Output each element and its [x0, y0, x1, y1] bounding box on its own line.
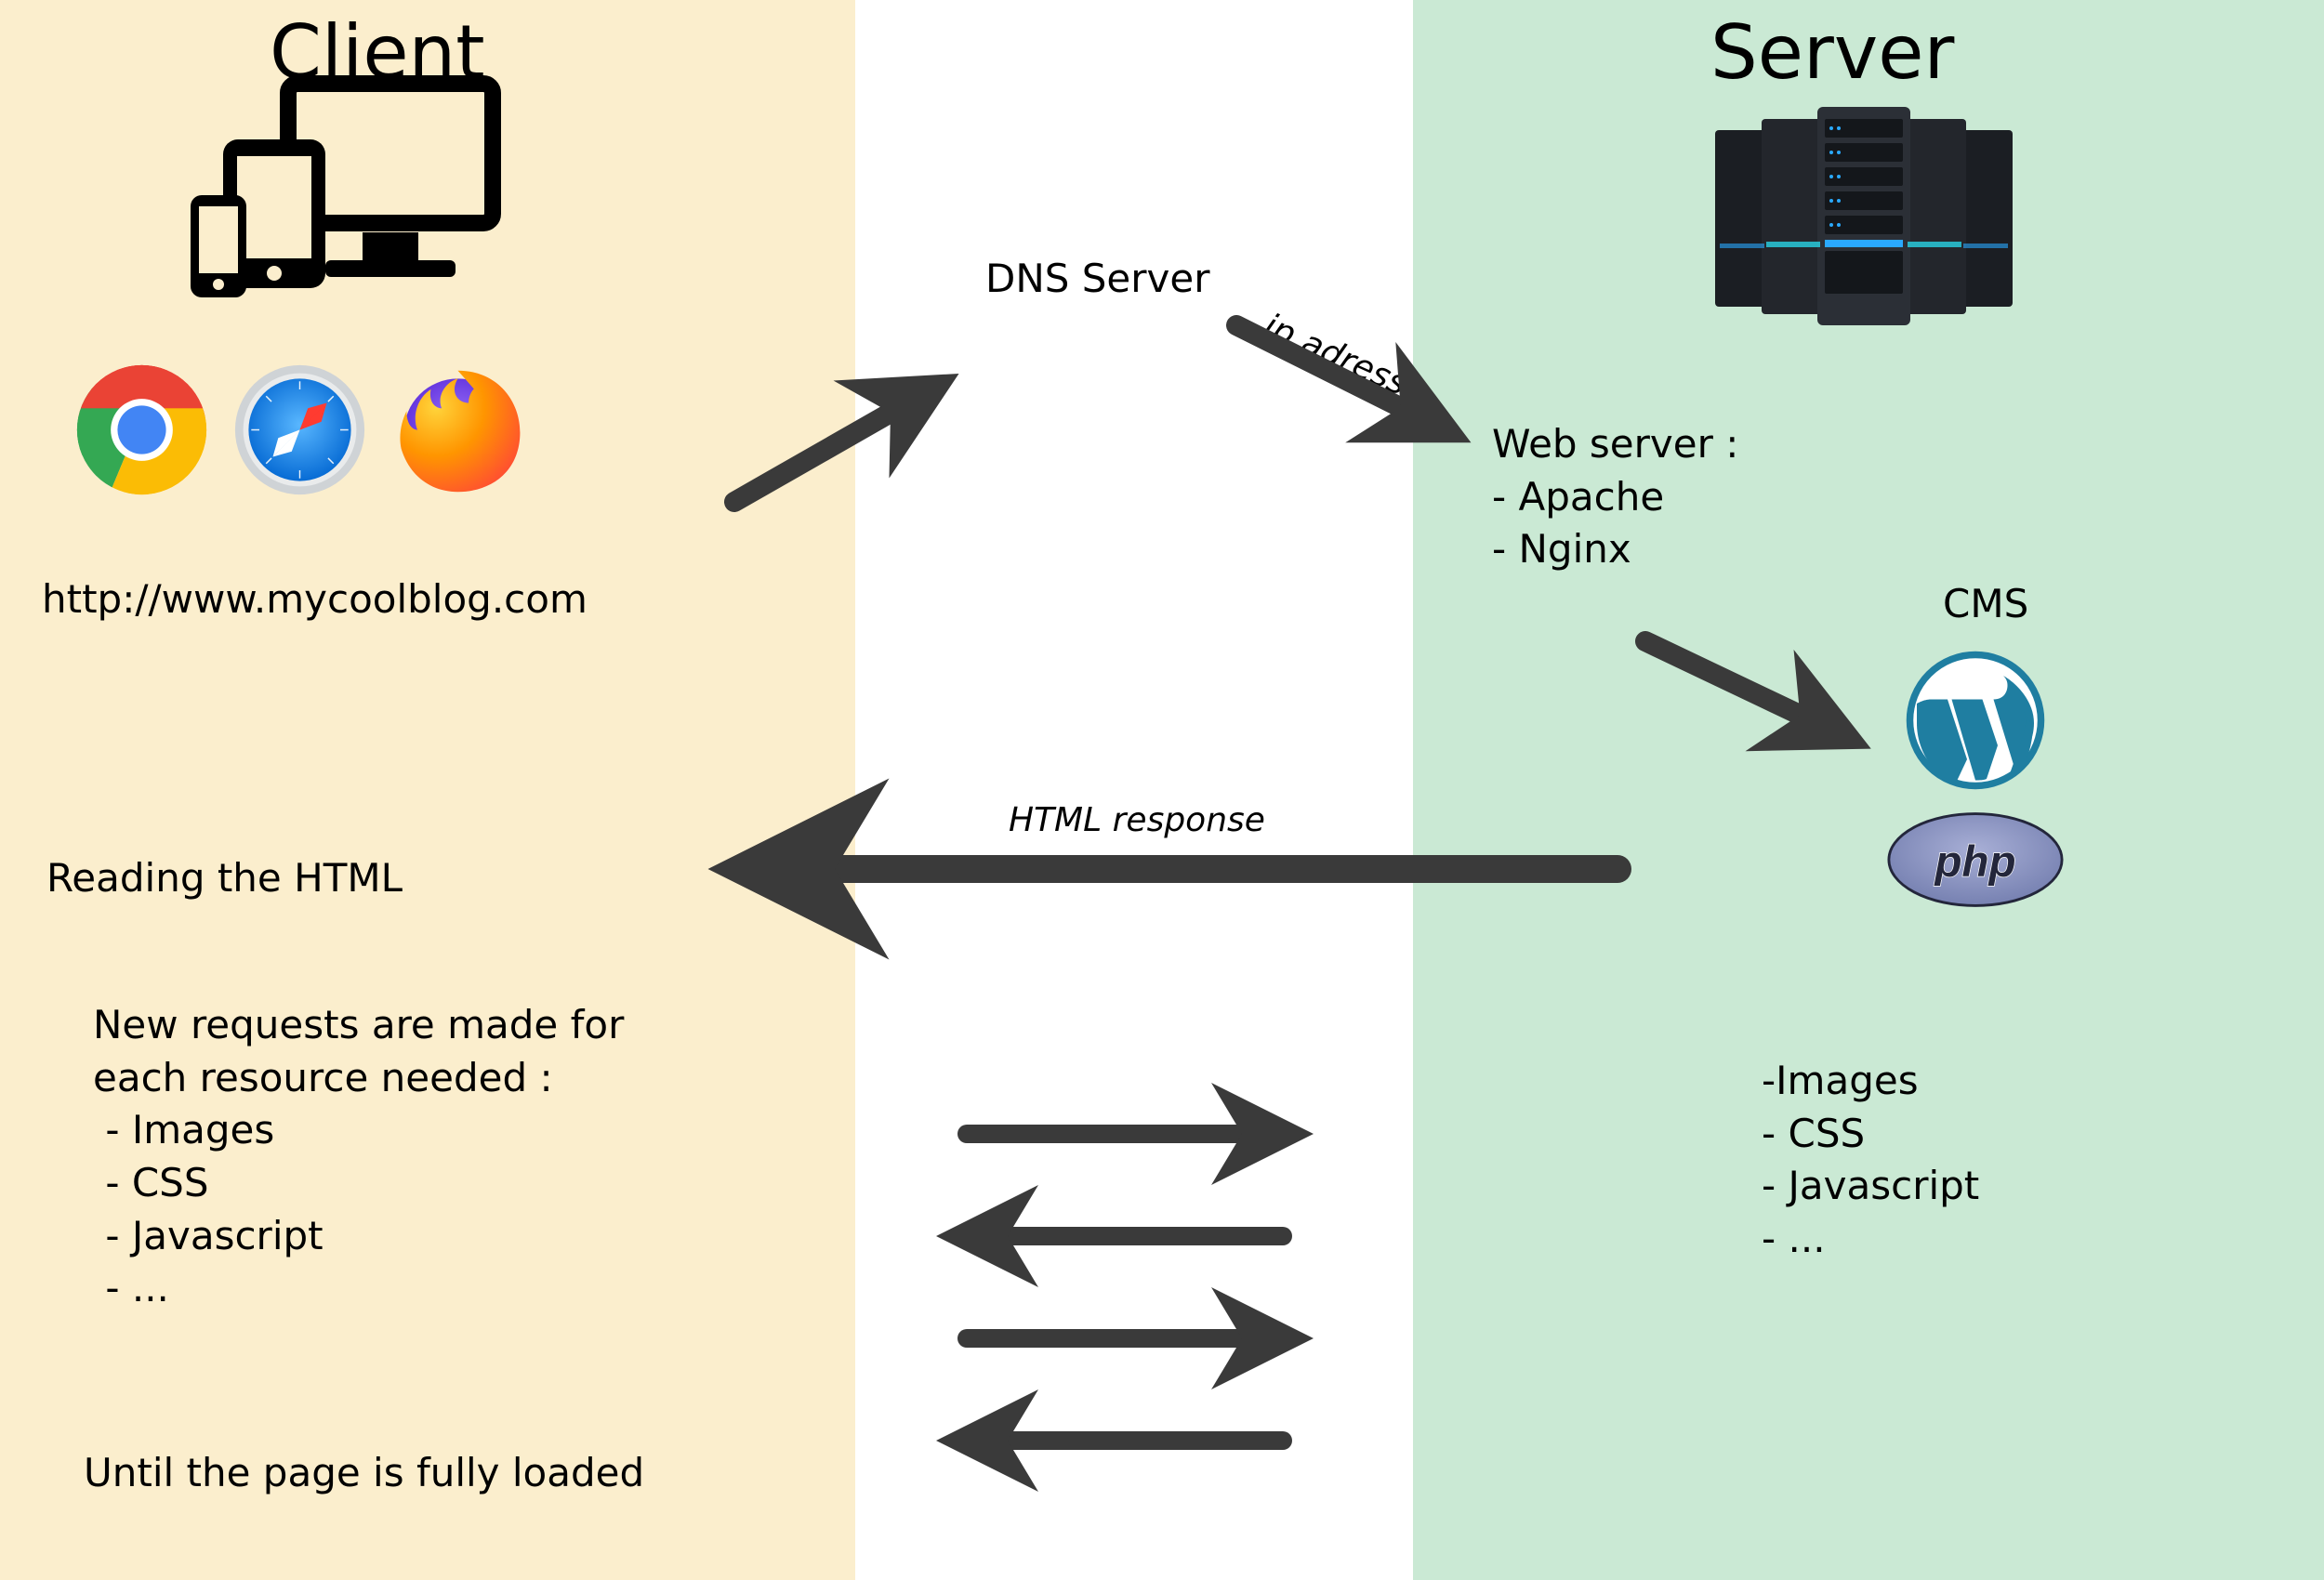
arrow-dns-to-server — [1236, 325, 1441, 428]
arrow-to-dns — [734, 390, 930, 502]
arrow-server-to-cms — [1645, 641, 1841, 734]
arrows-layer — [0, 0, 2324, 1580]
